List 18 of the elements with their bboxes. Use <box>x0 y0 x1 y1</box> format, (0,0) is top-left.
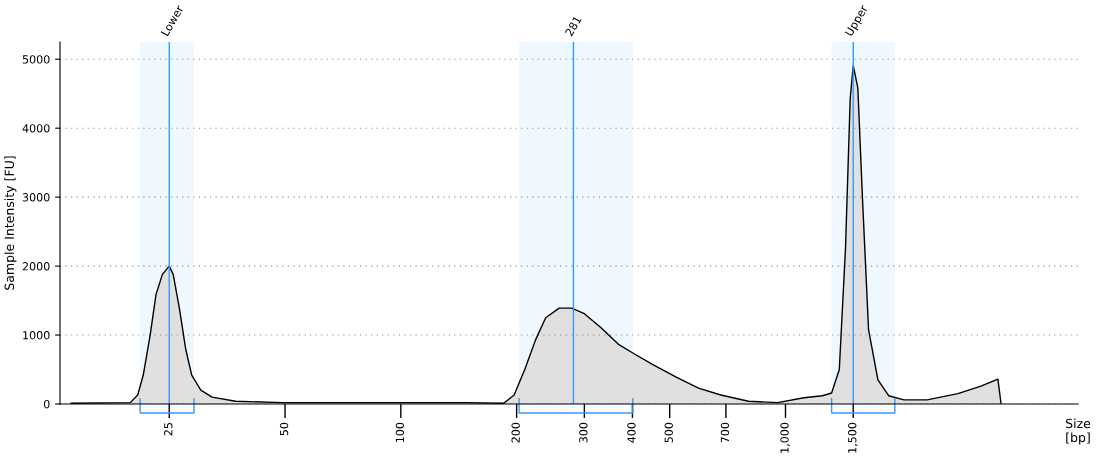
y-axis-title: Sample Intensity [FU] <box>4 156 17 290</box>
x-tick-label: 1,000 <box>780 422 790 453</box>
x-tick-label: 25 <box>164 423 173 436</box>
y-tick-label: 4000 <box>22 124 50 133</box>
y-tick-label: 1000 <box>23 331 50 340</box>
x-tick-label: 200 <box>511 422 520 443</box>
x-tick-label: 300 <box>579 422 588 443</box>
x-tick-label: 1,500 <box>848 422 858 453</box>
x-tick-label: 700 <box>720 422 730 443</box>
y-tick-label: 0 <box>43 399 50 409</box>
x-tick-label: 400 <box>627 422 636 443</box>
x-tick-label: 50 <box>279 422 289 436</box>
x-tick-label: 500 <box>664 422 673 443</box>
x-tick-label: 100 <box>395 422 405 443</box>
y-tick-label: 2000 <box>22 262 50 271</box>
x-axis-title: Size [bp] <box>1065 418 1091 445</box>
y-tick-label: 3000 <box>22 193 50 202</box>
y-tick-label: 5000 <box>22 55 50 64</box>
